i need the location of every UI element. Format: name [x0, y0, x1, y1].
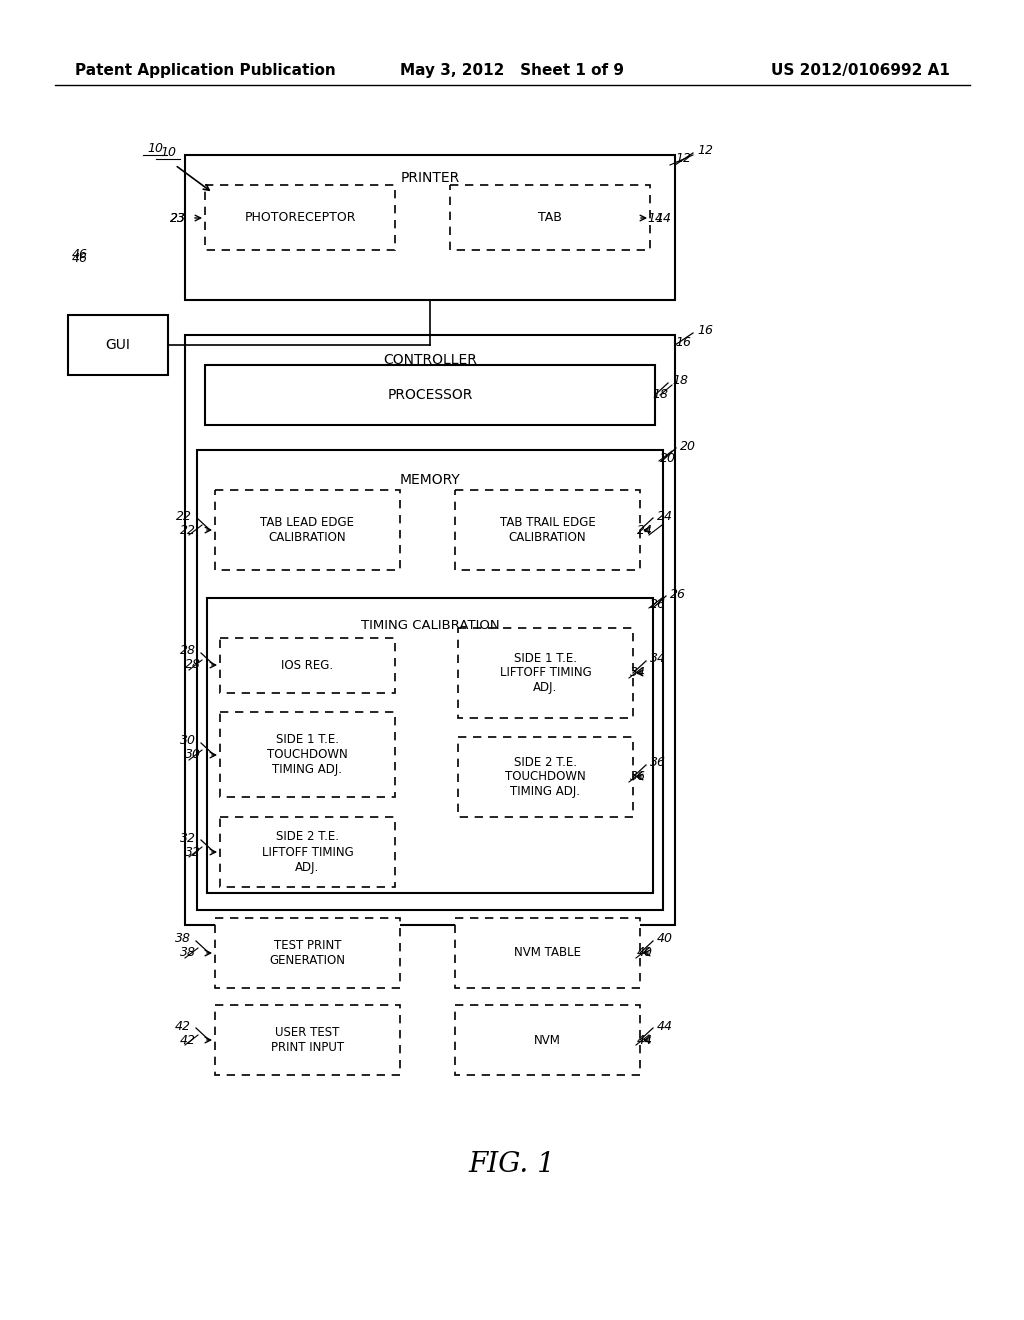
Text: 24: 24 [637, 524, 653, 536]
Text: 20: 20 [660, 451, 676, 465]
Text: 22: 22 [180, 524, 196, 536]
Text: TAB LEAD EDGE
CALIBRATION: TAB LEAD EDGE CALIBRATION [260, 516, 354, 544]
Text: 23: 23 [170, 211, 186, 224]
Text: Patent Application Publication: Patent Application Publication [75, 62, 336, 78]
Text: 12: 12 [697, 144, 713, 157]
Text: 16: 16 [675, 335, 691, 348]
Text: 32: 32 [180, 832, 196, 845]
Text: 36: 36 [630, 771, 646, 784]
Text: TEST PRINT
GENERATION: TEST PRINT GENERATION [269, 939, 345, 968]
Bar [220, 817, 395, 887]
Text: IOS REG.: IOS REG. [282, 659, 334, 672]
Text: NVM TABLE: NVM TABLE [514, 946, 581, 960]
Bar [458, 737, 633, 817]
Bar [450, 185, 650, 249]
Text: 46: 46 [72, 252, 88, 264]
Text: 16: 16 [697, 325, 713, 338]
Text: SIDE 1 T.E.
LIFTOFF TIMING
ADJ.: SIDE 1 T.E. LIFTOFF TIMING ADJ. [500, 652, 592, 694]
Text: May 3, 2012   Sheet 1 of 9: May 3, 2012 Sheet 1 of 9 [400, 62, 624, 78]
Text: 12: 12 [675, 152, 691, 165]
Text: 26: 26 [650, 598, 666, 611]
Bar [215, 490, 400, 570]
Text: 28: 28 [180, 644, 196, 657]
Bar [215, 1005, 400, 1074]
Bar [220, 711, 395, 797]
Text: SIDE 2 T.E.
LIFTOFF TIMING
ADJ.: SIDE 2 T.E. LIFTOFF TIMING ADJ. [261, 830, 353, 874]
Text: 38: 38 [175, 932, 191, 945]
Text: 34: 34 [630, 667, 646, 680]
Text: SIDE 1 T.E.
TOUCHDOWN
TIMING ADJ.: SIDE 1 T.E. TOUCHDOWN TIMING ADJ. [267, 733, 348, 776]
Text: 42: 42 [175, 1019, 191, 1032]
Text: PRINTER: PRINTER [400, 170, 460, 185]
Text: 26: 26 [670, 587, 686, 601]
Bar [207, 598, 653, 894]
Bar [185, 335, 675, 925]
Text: 23: 23 [170, 211, 186, 224]
Text: 46: 46 [72, 248, 88, 261]
Text: 30: 30 [185, 748, 201, 762]
Text: 36: 36 [650, 756, 666, 770]
Text: 38: 38 [180, 946, 196, 960]
Text: 44: 44 [657, 1019, 673, 1032]
Bar [185, 154, 675, 300]
Text: 10: 10 [147, 141, 163, 154]
Bar [458, 628, 633, 718]
Bar [455, 1005, 640, 1074]
Text: 14: 14 [647, 211, 663, 224]
Text: 18: 18 [672, 375, 688, 388]
Text: TAB: TAB [538, 211, 562, 224]
Text: 42: 42 [180, 1034, 196, 1047]
Text: SIDE 2 T.E.
TOUCHDOWN
TIMING ADJ.: SIDE 2 T.E. TOUCHDOWN TIMING ADJ. [505, 755, 586, 799]
Text: USER TEST
PRINT INPUT: USER TEST PRINT INPUT [271, 1026, 344, 1053]
Text: PHOTORECEPTOR: PHOTORECEPTOR [245, 211, 355, 224]
Bar [455, 917, 640, 987]
Text: 20: 20 [680, 440, 696, 453]
Text: 44: 44 [637, 1034, 653, 1047]
Text: PROCESSOR: PROCESSOR [387, 388, 473, 403]
Bar [205, 366, 655, 425]
Text: NVM: NVM [535, 1034, 561, 1047]
Text: 22: 22 [176, 510, 193, 523]
Text: TIMING CALIBRATION: TIMING CALIBRATION [360, 619, 500, 632]
Bar [455, 490, 640, 570]
Text: US 2012/0106992 A1: US 2012/0106992 A1 [771, 62, 950, 78]
Text: 40: 40 [637, 946, 653, 960]
Text: 40: 40 [657, 932, 673, 945]
Text: 10: 10 [160, 145, 176, 158]
Text: 34: 34 [650, 652, 666, 665]
Text: 28: 28 [185, 659, 201, 672]
Text: 24: 24 [657, 510, 673, 523]
Text: 14: 14 [655, 211, 671, 224]
Text: FIG. 1: FIG. 1 [469, 1151, 555, 1179]
Bar [220, 638, 395, 693]
Text: 30: 30 [180, 734, 196, 747]
Text: 18: 18 [652, 388, 668, 401]
Bar [68, 315, 168, 375]
Bar [215, 917, 400, 987]
Bar [197, 450, 663, 909]
Text: CONTROLLER: CONTROLLER [383, 352, 477, 367]
Text: TAB TRAIL EDGE
CALIBRATION: TAB TRAIL EDGE CALIBRATION [500, 516, 595, 544]
Text: GUI: GUI [105, 338, 130, 352]
Bar [205, 185, 395, 249]
Text: MEMORY: MEMORY [399, 473, 461, 487]
Text: 32: 32 [185, 846, 201, 858]
